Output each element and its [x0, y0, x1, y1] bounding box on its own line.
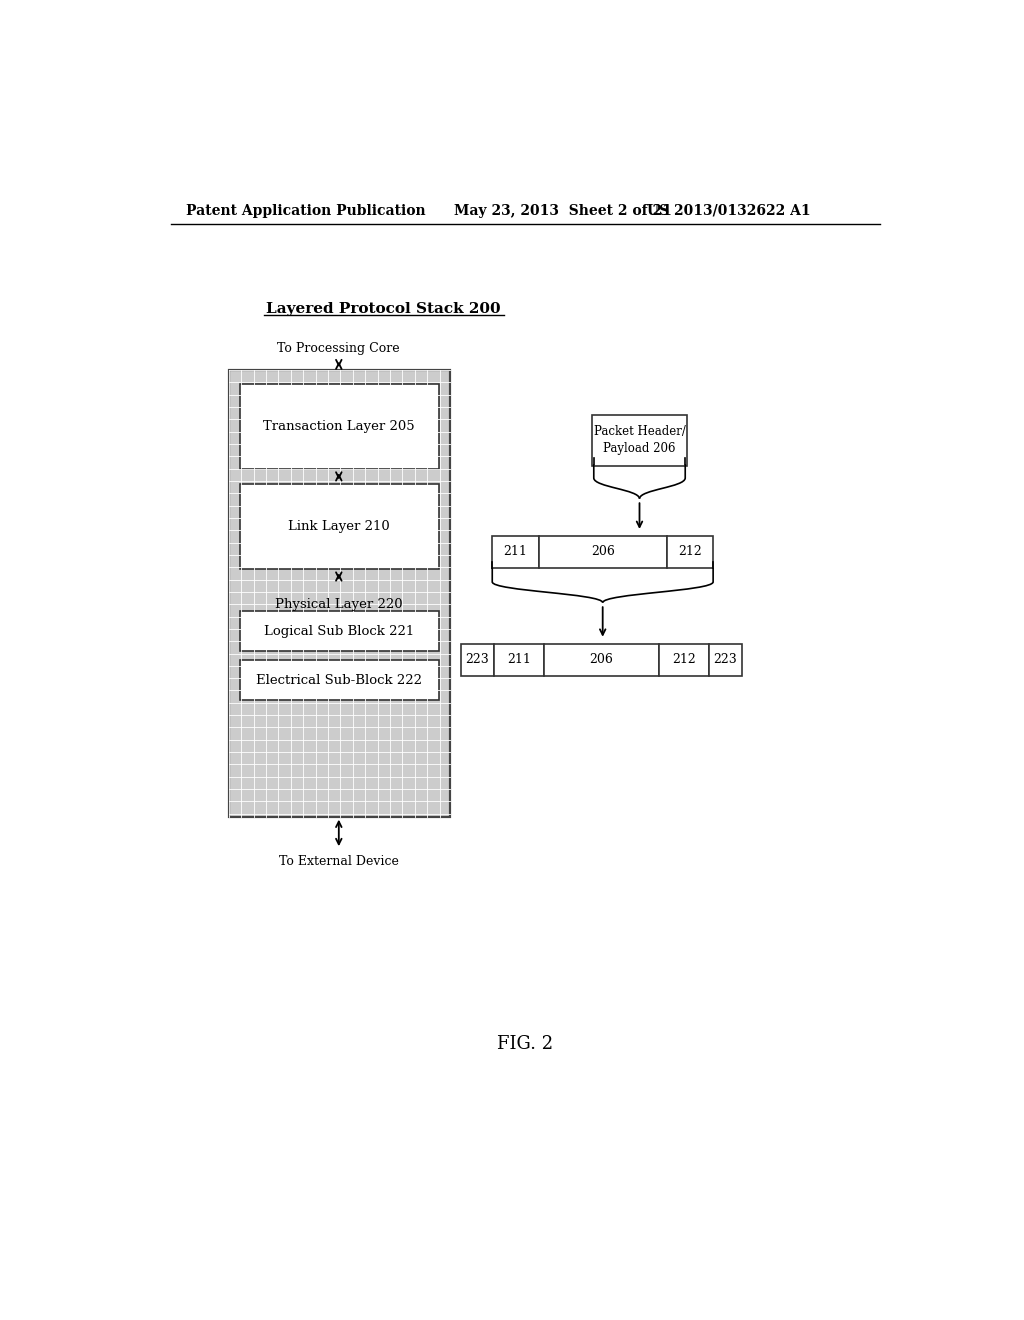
Text: Electrical Sub-Block 222: Electrical Sub-Block 222	[256, 675, 422, 686]
Text: 223: 223	[714, 653, 737, 667]
FancyBboxPatch shape	[240, 660, 438, 701]
FancyBboxPatch shape	[240, 611, 438, 651]
Text: To Processing Core: To Processing Core	[278, 342, 400, 355]
Text: Layered Protocol Stack 200: Layered Protocol Stack 200	[266, 301, 501, 315]
FancyBboxPatch shape	[667, 536, 713, 568]
FancyBboxPatch shape	[493, 536, 539, 568]
Text: 212: 212	[672, 653, 696, 667]
FancyBboxPatch shape	[228, 370, 450, 817]
Text: To External Device: To External Device	[279, 855, 398, 869]
FancyBboxPatch shape	[240, 484, 438, 569]
FancyBboxPatch shape	[461, 644, 494, 676]
FancyBboxPatch shape	[494, 644, 544, 676]
Text: Physical Layer 220: Physical Layer 220	[275, 598, 403, 611]
Text: 223: 223	[466, 653, 489, 667]
Text: 206: 206	[590, 653, 613, 667]
FancyBboxPatch shape	[240, 384, 438, 469]
Text: May 23, 2013  Sheet 2 of 21: May 23, 2013 Sheet 2 of 21	[454, 203, 672, 218]
Text: 211: 211	[504, 545, 527, 558]
Text: Link Layer 210: Link Layer 210	[289, 520, 390, 533]
Text: Logical Sub Block 221: Logical Sub Block 221	[264, 624, 415, 638]
Text: 212: 212	[678, 545, 701, 558]
Text: FIG. 2: FIG. 2	[497, 1035, 553, 1053]
FancyBboxPatch shape	[710, 644, 741, 676]
Text: 206: 206	[591, 545, 614, 558]
Text: Transaction Layer 205: Transaction Layer 205	[263, 420, 415, 433]
Text: Packet Header/
Payload 206: Packet Header/ Payload 206	[594, 425, 685, 455]
FancyBboxPatch shape	[539, 536, 667, 568]
Text: 211: 211	[507, 653, 530, 667]
Text: US 2013/0132622 A1: US 2013/0132622 A1	[647, 203, 811, 218]
FancyBboxPatch shape	[592, 414, 687, 466]
Text: Patent Application Publication: Patent Application Publication	[186, 203, 426, 218]
FancyBboxPatch shape	[544, 644, 658, 676]
FancyBboxPatch shape	[658, 644, 710, 676]
